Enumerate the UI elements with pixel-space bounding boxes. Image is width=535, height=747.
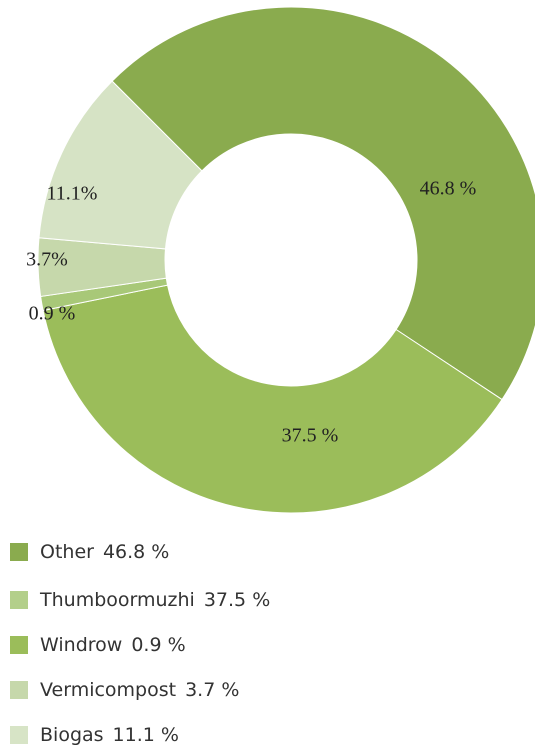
legend-name: Biogas [40,724,104,746]
legend-text: Thumboormuzhi 37.5 % [39,589,270,611]
legend-swatch [10,591,28,609]
slice-label: 0.9 % [29,303,76,325]
legend-value: 0.9 % [131,634,185,656]
legend-swatch [10,726,28,744]
slice [42,284,503,514]
slice-label: 3.7% [26,249,68,271]
slice-label: 37.5 % [282,425,339,447]
legend-swatch [10,543,28,561]
legend-name: Other [40,541,94,563]
legend-item: Windrow 0.9 % [10,634,186,656]
legend-name: Windrow [40,634,122,656]
legend-swatch [10,636,28,654]
legend-text: Windrow 0.9 % [40,634,186,656]
slice-label: 11.1% [47,183,98,205]
legend-text: Biogas 11.1 % [40,724,179,746]
legend-item: Biogas 11.1 % [10,724,179,746]
legend-swatch [10,681,28,699]
legend-name: Thumboormuzhi [39,589,195,611]
legend-text: Vermicompost 3.7 % [40,679,239,701]
slice [111,6,535,401]
legend-item: Thumboormuzhi 37.5 % [10,589,270,611]
slice [38,80,203,250]
legend-value: 37.5 % [204,589,270,611]
legend-item: Vermicompost 3.7 % [10,679,239,701]
legend-value: 3.7 % [185,679,239,701]
legend-item: Other 46.8 % [10,541,169,563]
slice-label: 46.8 % [420,178,477,200]
legend-name: Vermicompost [40,679,176,701]
legend-value: 11.1 % [113,724,179,746]
legend-value: 46.8 % [103,541,169,563]
legend-text: Other 46.8 % [40,541,169,563]
